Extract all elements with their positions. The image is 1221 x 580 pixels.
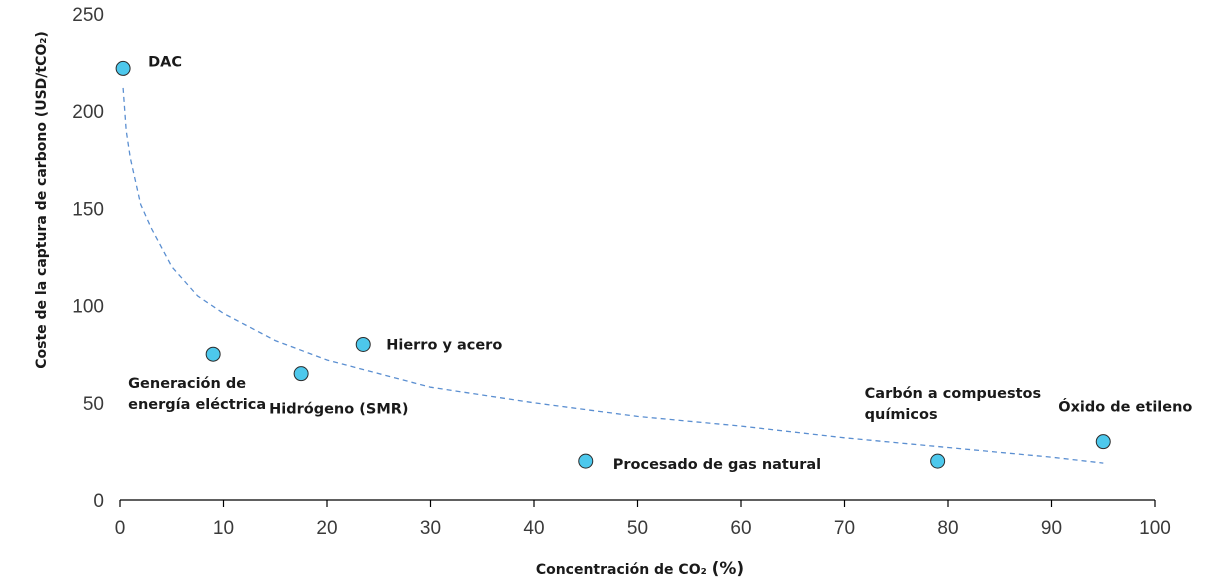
x-tick-label: 30 (420, 518, 441, 539)
data-point-label: DAC (148, 54, 182, 70)
x-tick-label: 90 (1041, 518, 1062, 539)
x-tick-label: 80 (937, 518, 958, 539)
data-point-label-line: DAC (148, 54, 182, 70)
x-tick-label: 10 (213, 518, 234, 539)
data-point-label-line: Hidrógeno (SMR) (269, 402, 408, 418)
x-axis-title: Concentración de CO₂ (%) (536, 559, 744, 579)
data-point-label: Carbón a compuestos químicos (865, 386, 1041, 423)
data-point-label: Hidrógeno (SMR) (269, 402, 408, 418)
data-point-labels: DAC Generación de energía eléctrica Hidróge… (128, 54, 1192, 473)
data-point (205, 346, 221, 362)
data-point (115, 60, 131, 76)
data-point-label-line: Óxido de etileno (1058, 398, 1192, 416)
x-tick-label: 100 (1139, 518, 1171, 539)
x-axis-title-text: Concentración de CO₂ (536, 562, 707, 578)
data-point-label-line: energía eléctrica (128, 397, 266, 413)
data-points (115, 60, 1111, 469)
data-point-label: Óxido de etileno (1058, 398, 1192, 416)
data-point (930, 453, 946, 469)
data-point-label: Hierro y acero (386, 337, 502, 353)
y-tick-label: 50 (83, 394, 104, 415)
x-tick-label: 0 (115, 518, 126, 539)
y-tick-label: 200 (72, 102, 104, 123)
y-tick-label: 0 (93, 491, 104, 512)
y-tick-label: 250 (72, 5, 104, 26)
data-point-label-line: químicos (865, 407, 938, 423)
data-point (1095, 434, 1111, 450)
trendline (122, 87, 1104, 464)
y-axis-title: Coste de la captura de carbono (USD/tCO₂… (34, 31, 50, 369)
data-point (355, 336, 371, 352)
data-point (578, 453, 594, 469)
data-point-label-line: Carbón a compuestos (865, 386, 1041, 402)
y-axis-ticks: 0 50 100 150 200 250 (72, 5, 104, 512)
x-tick-label: 70 (834, 518, 855, 539)
y-tick-label: 150 (72, 199, 104, 220)
x-tick-label: 40 (523, 518, 544, 539)
x-axis-ticks: 0 10 20 30 40 50 60 70 80 90 100 (115, 500, 1171, 539)
data-point-label: Generación de energía eléctrica (128, 376, 266, 413)
data-point-label-line: Procesado de gas natural (613, 457, 821, 473)
data-point-label: Procesado de gas natural (613, 457, 821, 473)
y-tick-label: 100 (72, 297, 104, 318)
data-point (293, 366, 309, 382)
x-tick-label: 50 (627, 518, 648, 539)
data-point-label-line: Hierro y acero (386, 337, 502, 353)
x-tick-label: 20 (316, 518, 337, 539)
data-point-label-line: Generación de (128, 376, 246, 392)
x-axis-title-unit: (%) (712, 559, 745, 579)
x-tick-label: 60 (730, 518, 751, 539)
